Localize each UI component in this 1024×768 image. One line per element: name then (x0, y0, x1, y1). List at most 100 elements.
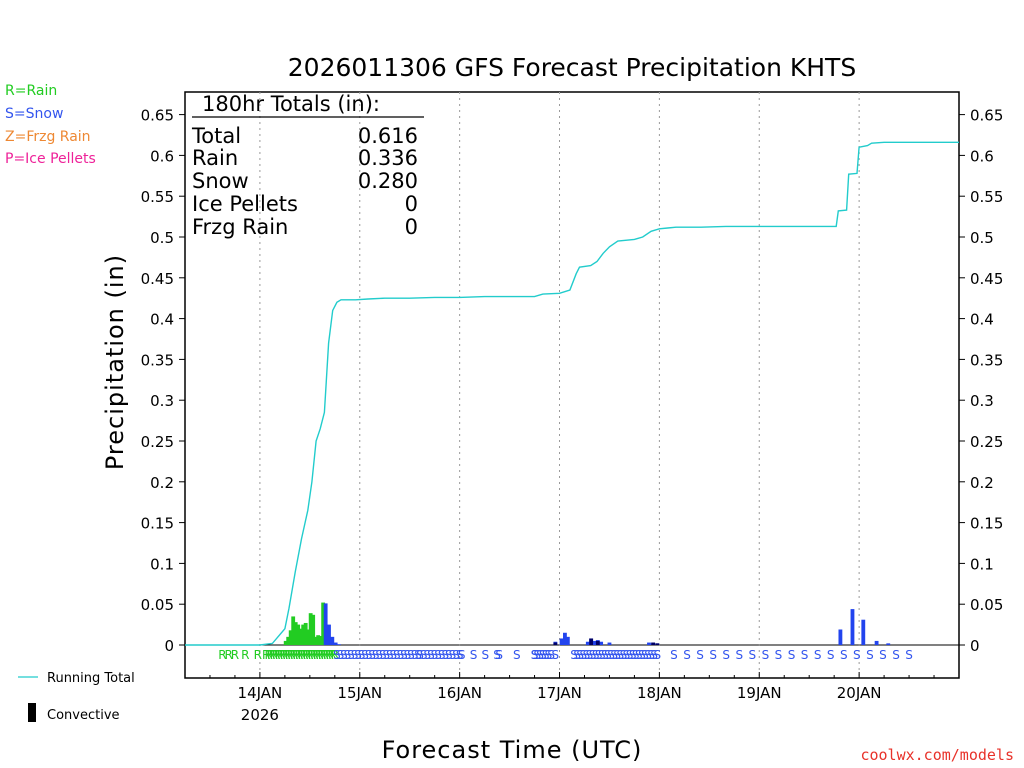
y-tick-label-left: 0 (164, 637, 174, 655)
precip-type-letter: S (866, 648, 874, 662)
precip-type-letter: S (552, 648, 560, 662)
precip-type-letter: S (879, 648, 887, 662)
snow-bar (861, 619, 866, 645)
y-tick-label-right: 0.2 (970, 474, 994, 492)
precip-type-letter: R (305, 648, 313, 662)
precip-type-letter: S (542, 648, 550, 662)
snow-bar (327, 624, 331, 645)
y-axis-left: 0 0.05 0.1 0.15 0.2 0.25 0.3 0.35 0.4 0.45 0.5 0.55… (141, 107, 185, 655)
precip-type-letter: S (775, 648, 783, 662)
precip-type-letter: S (814, 648, 822, 662)
line-legend: Running Total Convective (18, 671, 135, 723)
precip-type-letter: S (696, 648, 704, 662)
precip-type-letter: S (344, 648, 352, 662)
precip-type-letter: S (580, 648, 588, 662)
precip-type-letter: S (598, 648, 606, 662)
y-tick-label-left: 0.6 (150, 147, 174, 165)
precip-type-letter: S (390, 648, 398, 662)
precip-type-letter: S (495, 648, 503, 662)
precip-type-letter: R (285, 648, 293, 662)
rain-bar (293, 622, 298, 645)
precip-type-letter: R (270, 648, 278, 662)
rain-bar (298, 628, 303, 645)
precip-type-letter: R (328, 648, 336, 662)
y-tick-label-left: 0.4 (150, 311, 174, 329)
snow-bar (607, 642, 612, 645)
precip-type-letter: S (358, 648, 366, 662)
legend-running-total: Running Total (47, 671, 135, 686)
precip-type-letter: S (534, 648, 542, 662)
precip-type-letter: R (323, 648, 331, 662)
legend-rain: R=Rain (5, 83, 57, 99)
precip-type-letter: S (382, 648, 390, 662)
y-tick-label-left: 0.3 (150, 392, 174, 410)
snow-bar (585, 641, 590, 645)
y-tick-label-left: 0.5 (150, 229, 174, 247)
precip-type-letter: S (670, 648, 678, 662)
rain-bar (321, 602, 326, 645)
rain-bar (296, 624, 301, 645)
precip-type-letter: S (340, 648, 348, 662)
snow-bar (886, 643, 891, 645)
precip-type-letter: S (638, 648, 646, 662)
precip-type-letter: R (326, 648, 334, 662)
precip-type-letter: S (411, 648, 419, 662)
precip-type-letter: R (303, 648, 311, 662)
precip-type-letter: S (372, 648, 380, 662)
precip-type-letter: S (531, 648, 539, 662)
precip-type-letter: S (607, 648, 615, 662)
precip-type-letter: S (397, 648, 405, 662)
y-tick-label-right: 0.1 (970, 555, 994, 573)
precip-type-letter: S (368, 648, 376, 662)
x-tick-label: 14JAN (238, 684, 283, 702)
precip-type-letter: R (292, 648, 300, 662)
precip-type-letter: S (617, 648, 625, 662)
precip-type-letter: S (641, 648, 649, 662)
y-axis-title: Precipitation (in) (101, 254, 129, 470)
precip-type-letter: S (722, 648, 730, 662)
precip-type-letter: S (827, 648, 835, 662)
legend-ice-pellets: P=Ice Pellets (5, 151, 96, 167)
precip-type-letter: R (272, 648, 280, 662)
convective-bar (553, 642, 558, 645)
precip-type-letter: S (892, 648, 900, 662)
precip-type-row: RRR R R RRRRRRRRRRRRRRRRRRRRRRRRRRRRSSSSSSS… (218, 648, 913, 662)
precip-type-letter: S (592, 648, 600, 662)
snow-bar (874, 640, 879, 645)
precip-type-letter: S (576, 648, 584, 662)
y-tick-label-left: 0.15 (141, 515, 174, 533)
precip-type-letter: R (218, 648, 226, 662)
precip-type-letter: S (441, 648, 449, 662)
rain-bar (318, 636, 323, 645)
precip-type-letter: S (536, 648, 544, 662)
rain-bar (306, 629, 311, 645)
y-axis-right: 0 0.05 0.1 0.15 0.2 0.25 0.3 0.35 0.4 0.45 0.5 0.55… (959, 107, 1003, 655)
y-tick-label-left: 0.25 (141, 433, 174, 451)
precip-type-letter: S (650, 648, 658, 662)
totals-header: 180hr Totals (in): (202, 92, 380, 116)
convective-bar (651, 642, 656, 645)
precip-type-letter: S (610, 648, 618, 662)
precip-type-letter: S (438, 648, 446, 662)
precip-type-letter: S (393, 648, 401, 662)
precip-type-letter: S (653, 648, 661, 662)
precip-type-letter: S (683, 648, 691, 662)
snow-bar (599, 641, 604, 645)
y-tick-label-right: 0.05 (970, 596, 1003, 614)
convective-bar (589, 638, 594, 645)
precip-type-letter: R (300, 648, 308, 662)
y-tick-label-left: 0.65 (141, 107, 174, 125)
legend-frzg-rain: Z=Frzg Rain (5, 129, 91, 145)
precip-type-letter: S (456, 648, 464, 662)
rain-bar (288, 630, 293, 645)
y-tick-label-left: 0.35 (141, 351, 174, 369)
precip-type-letter: R (277, 648, 285, 662)
y-tick-label-right: 0.6 (970, 147, 994, 165)
precip-type-letter: S (647, 648, 655, 662)
precip-type-letter: S (573, 648, 581, 662)
y-tick-label-right: 0.15 (970, 515, 1003, 533)
precip-type-letter: S (613, 648, 621, 662)
precip-type-letter: S (620, 648, 628, 662)
y-tick-label-right: 0.55 (970, 188, 1003, 206)
precip-type-letter: R (267, 648, 275, 662)
